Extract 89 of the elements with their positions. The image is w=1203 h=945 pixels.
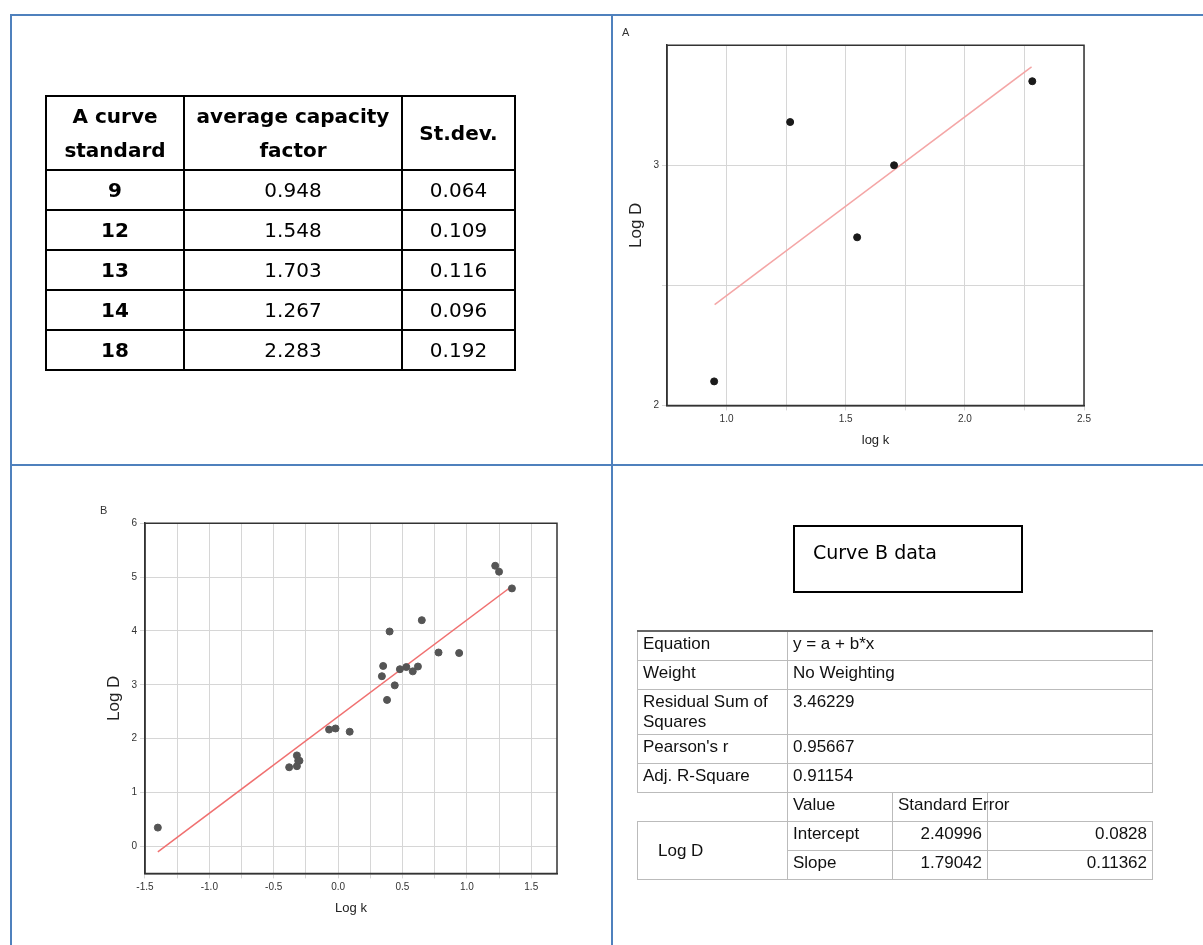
- x-tick-label: 2.0: [957, 413, 973, 425]
- point: [455, 649, 464, 658]
- category-label: St.dev.: [402, 96, 515, 170]
- point: [491, 561, 500, 570]
- text: 0.11362: [1086, 853, 1148, 872]
- text: 0.109: [429, 218, 488, 242]
- y-axis-title: Log D: [625, 202, 645, 248]
- x-tick-label: 0.0: [331, 881, 346, 893]
- chart-title: A: [622, 25, 630, 38]
- point: [325, 725, 334, 734]
- point: [285, 763, 294, 772]
- text: 1.703: [264, 258, 322, 282]
- point: [710, 377, 719, 386]
- point: [1028, 77, 1037, 86]
- text: 14: [101, 298, 129, 322]
- y-tick-label: 2: [653, 399, 660, 411]
- text: 2.283: [264, 338, 322, 362]
- text: Curve B data: [793, 525, 1023, 593]
- text: 13: [101, 258, 129, 282]
- point: [402, 663, 411, 672]
- y-tick-label: 2: [131, 732, 138, 744]
- y-tick-label: 0: [131, 840, 138, 852]
- text: 0.116: [429, 258, 488, 282]
- text: 0.0828: [1095, 824, 1148, 843]
- text: 0.95667: [793, 737, 855, 756]
- point: [507, 584, 516, 593]
- point: [379, 661, 388, 670]
- y-tick-label: 3: [131, 678, 138, 690]
- y-tick-label: 1: [131, 786, 138, 798]
- x-tick-label: -1.0: [200, 881, 219, 893]
- text: Log D: [658, 840, 704, 860]
- point: [853, 233, 862, 242]
- x-tick-label: 0.5: [395, 881, 410, 893]
- text: Residual Sum of Squares: [643, 692, 768, 731]
- text: Intercept: [793, 824, 860, 843]
- text: 9: [108, 178, 122, 202]
- y-tick-label: 3: [653, 159, 660, 171]
- text: Weight: [643, 663, 696, 682]
- text: Pearson's r: [643, 737, 729, 756]
- text: Standard Error: [898, 795, 1010, 814]
- text: Value: [793, 795, 836, 814]
- text: Slope: [793, 853, 837, 872]
- y-axis-title: Log D: [103, 675, 123, 721]
- x-tick-label: 1.0: [719, 413, 734, 425]
- point: [417, 616, 426, 625]
- x-tick-label: 1.5: [838, 413, 854, 425]
- point: [377, 672, 386, 681]
- category-label: A curve standard: [46, 96, 184, 170]
- category-label: average capacity factor: [184, 96, 402, 170]
- point: [408, 667, 417, 676]
- point: [786, 118, 795, 127]
- text: 1.79042: [920, 853, 982, 872]
- text: 0.096: [429, 298, 488, 322]
- text: 1.548: [264, 218, 322, 242]
- point: [395, 665, 404, 674]
- point: [413, 662, 422, 671]
- text: 0.91154: [793, 766, 854, 785]
- chart-title: B: [100, 503, 108, 516]
- x-tick-label: -1.5: [136, 881, 155, 893]
- x-tick-label: 1.5: [524, 881, 539, 893]
- x-axis-title: log k: [861, 431, 890, 447]
- x-tick-label: 1.0: [459, 881, 475, 893]
- text: 18: [101, 338, 129, 362]
- text: 0.064: [429, 178, 488, 202]
- text: Adj. R-Square: [643, 766, 750, 785]
- point: [390, 681, 399, 690]
- text: y = a + b*x: [793, 634, 875, 653]
- text: 0.948: [264, 178, 322, 202]
- x-tick-label: -0.5: [265, 881, 283, 893]
- text: 2.40996: [920, 824, 982, 843]
- y-tick-label: 6: [131, 516, 138, 528]
- point: [495, 567, 504, 576]
- point: [153, 823, 162, 832]
- point: [434, 648, 443, 657]
- text: No Weighting: [793, 663, 895, 682]
- text: 12: [101, 218, 129, 242]
- point: [890, 161, 899, 170]
- text: 3.46229: [793, 692, 855, 711]
- text: 0.192: [429, 338, 488, 362]
- y-tick-label: 5: [131, 570, 138, 582]
- point: [331, 724, 340, 733]
- point: [385, 627, 394, 636]
- x-tick-label: 2.5: [1077, 413, 1092, 425]
- text: Equation: [643, 634, 711, 653]
- x-axis-title: Log k: [335, 899, 368, 915]
- text: 1.267: [264, 298, 322, 322]
- y-tick-label: 4: [131, 624, 138, 636]
- point: [383, 695, 392, 704]
- point: [345, 727, 354, 736]
